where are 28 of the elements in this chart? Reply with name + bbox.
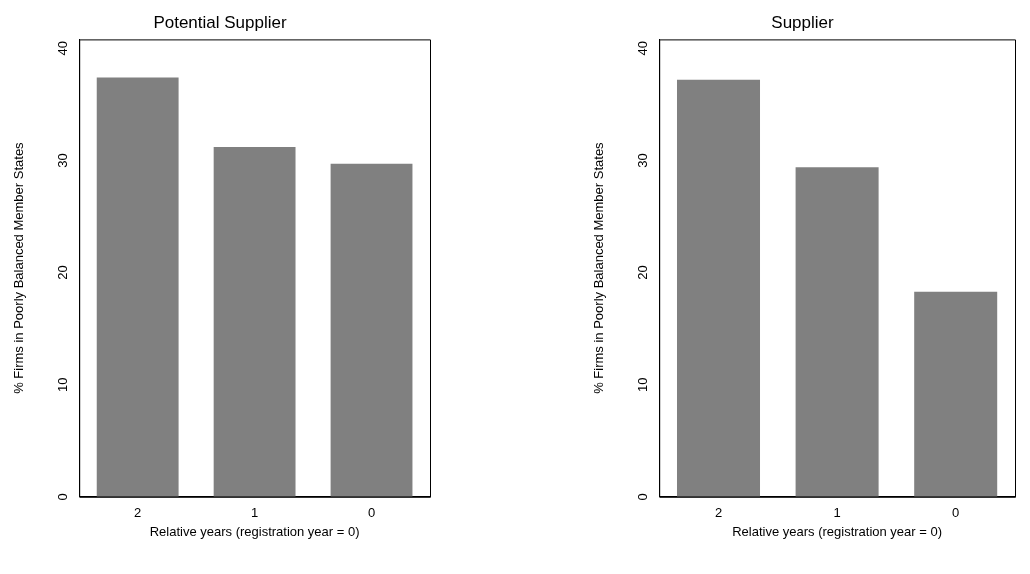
y-axis-title: % Firms in Poorly Balanced Member States (591, 141, 607, 394)
bar (676, 79, 761, 497)
bar (795, 167, 879, 497)
y-tick-label: 0 (55, 493, 71, 501)
x-tick-label: 0 (952, 505, 960, 521)
x-axis-title: Relative years (registration year = 0) (732, 523, 943, 539)
y-tick-label: 30 (635, 153, 651, 168)
chart-title: Supplier (771, 12, 835, 32)
y-tick-label: 10 (55, 377, 71, 392)
x-tick-label: 1 (833, 505, 841, 521)
y-tick-label: 30 (55, 153, 71, 168)
bar (213, 147, 296, 497)
y-tick-label: 40 (55, 41, 71, 56)
y-axis-title: % Firms in Poorly Balanced Member States (11, 141, 27, 394)
bar (914, 291, 998, 497)
y-tick-label: 20 (55, 265, 71, 280)
y-tick-label: 10 (635, 377, 651, 392)
x-tick-label: 2 (134, 505, 142, 521)
chart-title: Potential Supplier (153, 12, 287, 32)
y-tick-label: 0 (635, 493, 651, 501)
bar (330, 163, 413, 497)
bar (96, 77, 179, 497)
x-tick-label: 2 (714, 505, 723, 521)
x-axis-title: Relative years (registration year = 0) (149, 523, 360, 539)
y-tick-label: 20 (635, 265, 651, 280)
y-tick-label: 40 (635, 41, 651, 56)
x-tick-label: 0 (367, 505, 376, 521)
x-tick-label: 1 (250, 505, 259, 521)
